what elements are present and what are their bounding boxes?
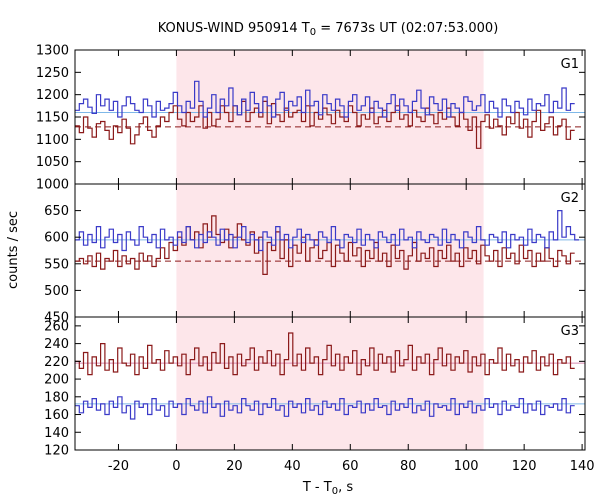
y-tick-label: 1300 [36,44,69,59]
x-tick-label: 20 [226,459,243,474]
x-axis-title: T - T0, s [302,480,353,497]
chart-title-sub: 0 [310,27,316,38]
panel-label: G3 [561,324,579,339]
plot-layer: 1000105011001150120012501300G14505005506… [36,44,595,475]
x-tick-label: 80 [400,459,417,474]
x-tick-label: 40 [284,459,301,474]
series-blue-g3 [75,396,575,420]
series-red-g3 [75,332,575,376]
x-tick-label: 140 [570,459,595,474]
chart-title-rest: = 7673s UT (02:07:53.000) [316,21,498,36]
y-tick-label: 1100 [36,133,69,148]
x-axis-title-main: T - T [302,480,332,495]
y-tick-label: 120 [44,444,69,459]
y-tick-label: 140 [44,426,69,441]
shaded-interval [176,50,484,450]
x-tick-label: 60 [342,459,359,474]
y-tick-label: 650 [44,204,69,219]
chart-title: KONUS-WIND 950914 T0 = 7673s UT (02:07:5… [158,21,499,38]
x-axis-title-rest: , s [338,480,353,495]
y-tick-label: 160 [44,408,69,423]
x-tick-label: 100 [454,459,479,474]
x-axis-title-sub: 0 [332,486,338,497]
panel-g3: 120 140 160 180 200 220 240 260 G3 [44,316,586,459]
panel-label: G2 [561,191,579,206]
series-red-g2 [75,215,575,275]
y-tick-label: 180 [44,390,69,405]
y-tick-label: 1150 [36,111,69,126]
series-blue-g1 [75,80,575,118]
x-tick-label: 0 [172,459,180,474]
y-tick-label: 1000 [36,178,69,193]
series-blue-g2 [75,210,579,252]
y-tick-label: 500 [44,284,69,299]
x-tick-label: 120 [512,459,537,474]
y-tick-label: 240 [44,337,69,352]
y-axis-title: counts / sec [6,211,21,289]
y-tick-label: 220 [44,355,69,370]
chart-title-main: KONUS-WIND 950914 T [158,21,310,36]
y-tick-label: 260 [44,319,69,334]
panel-frame [74,316,586,451]
y-tick-label: 1200 [36,88,69,103]
y-tick-label: 1250 [36,66,69,81]
panel-label: G1 [561,57,579,72]
series-red-g1 [75,100,575,149]
y-tick-label: 550 [44,257,69,272]
x-tick-label: -20 [108,459,129,474]
y-tick-label: 600 [44,231,69,246]
y-tick-label: 200 [44,373,69,388]
y-tick-label: 1050 [36,155,69,170]
y-tick-label: 450 [44,311,69,326]
panel-g1: 1000 1050 1100 1150 1200 1250 1300 G1 [36,44,586,193]
